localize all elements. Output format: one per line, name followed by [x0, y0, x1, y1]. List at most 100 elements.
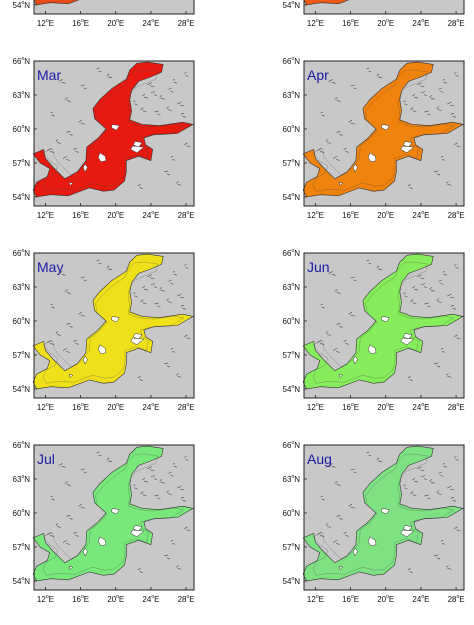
coast-detail: [55, 331, 62, 336]
coast-detail: [170, 347, 176, 353]
coast-detail: [376, 457, 383, 463]
lat-tick-label: 63oN: [13, 282, 31, 292]
land-area: [34, 0, 194, 14]
island: [97, 344, 107, 355]
lat-tick-label: 63oN: [283, 474, 301, 484]
lon-tick-label: 20oE: [377, 18, 394, 28]
coast-detail: [343, 148, 349, 153]
lon-tick-label: 24oE: [412, 594, 429, 604]
island: [82, 355, 88, 365]
lat-tick-label: 66oN: [283, 248, 301, 258]
coast-detail: [150, 91, 158, 97]
map-canvas: 66oN63oN60oN57oN54oN12oE16oE20oE24oE28oE…: [13, 0, 195, 28]
coast-detail: [407, 184, 413, 189]
coast-detail: [168, 279, 174, 285]
lat-tick-label: 63oN: [283, 282, 301, 292]
coast-detail: [80, 468, 87, 474]
lon-tick-label: 24oE: [142, 18, 159, 28]
coast-detail: [447, 293, 455, 299]
map-frame: [33, 0, 195, 15]
lon-tick-label: 28oE: [178, 18, 195, 28]
coast-detail: [447, 101, 455, 107]
coast-detail: [440, 347, 446, 353]
lon-tick-label: 20oE: [377, 210, 394, 220]
coast-detail: [424, 110, 431, 116]
lon-tick-label: 28oE: [448, 594, 465, 604]
coast-detail: [328, 79, 336, 84]
coast-detail: [454, 334, 461, 340]
coast-detail: [172, 462, 178, 468]
coast-detail: [417, 466, 425, 472]
lon-tick-label: 20oE: [107, 18, 124, 28]
map-panel-jun: 66oN 63oN 60oN 57oN 54oN 12oE 16oE 20oE 24oE 28oE…: [270, 248, 465, 412]
map-panel-jan: 66oN63oN60oN57oN54oN12oE16oE20oE24oE28oE…: [0, 0, 195, 28]
coast-detail: [325, 331, 332, 336]
lat-tick-label: 57oN: [13, 542, 31, 552]
coast-detail: [73, 340, 79, 345]
lat-tick-label: 54oN: [13, 384, 31, 394]
coast-detail: [137, 184, 143, 189]
lon-tick-label: 28oE: [178, 210, 195, 220]
lon-tick-label: 28oE: [448, 18, 465, 28]
coast-detail: [80, 84, 87, 90]
lat-tick-label: 54oN: [283, 0, 301, 10]
coast-detail: [328, 463, 336, 468]
coast-detail: [133, 292, 138, 298]
coast-detail: [58, 271, 66, 276]
map-canvas: 66oN63oN60oN57oN54oN12oE16oE20oE24oE28oE…: [283, 0, 465, 28]
island: [381, 316, 390, 323]
coast-detail: [417, 82, 425, 88]
coast-detail: [106, 265, 113, 271]
map-panel-jul: 66oN 63oN 60oN 57oN 54oN 12oE 16oE 20oE 24oE 28oE…: [0, 440, 195, 604]
coast-detail: [320, 111, 325, 117]
island: [130, 145, 145, 154]
lon-tick-label: 12oE: [307, 594, 324, 604]
island: [130, 337, 145, 346]
map-panel-feb: 66oN63oN60oN57oN54oN12oE16oE20oE24oE28oE…: [270, 0, 465, 28]
coast-detail: [164, 170, 171, 176]
contour-line: [42, 69, 185, 192]
coast-detail: [334, 97, 341, 102]
coast-detail: [50, 111, 55, 117]
coast-detail: [137, 376, 143, 381]
contour-line: [312, 69, 455, 192]
lon-tick-label: 16oE: [342, 210, 359, 220]
lon-tick-label: 12oE: [37, 594, 54, 604]
lon-tick-label: 12oE: [37, 18, 54, 28]
coast-detail: [336, 323, 343, 328]
coast-detail: [62, 156, 71, 161]
lat-tick-label: 63oN: [283, 90, 301, 100]
lon-tick-label: 16oE: [342, 402, 359, 412]
lon-tick-label: 24oE: [142, 594, 159, 604]
coast-detail: [366, 451, 372, 457]
month-label: Jul: [37, 451, 55, 467]
lon-tick-label: 28oE: [448, 402, 465, 412]
island: [111, 316, 120, 323]
coast-detail: [446, 373, 452, 378]
coast-detail: [159, 287, 165, 292]
coast-detail: [407, 376, 413, 381]
map-frame: [303, 0, 465, 15]
island: [400, 337, 415, 346]
coast-detail: [47, 148, 55, 153]
lat-tick-label: 57oN: [13, 158, 31, 168]
coast-detail: [73, 148, 79, 153]
island: [338, 181, 344, 187]
coast-detail: [147, 82, 155, 88]
coast-detail: [58, 463, 66, 468]
coast-detail: [420, 91, 428, 97]
lon-tick-label: 24oE: [412, 402, 429, 412]
map-frame: [303, 60, 465, 207]
coast-detail: [442, 270, 448, 276]
coast-detail: [166, 298, 172, 303]
month-label: Mar: [37, 67, 61, 83]
lat-tick-label: 54oN: [13, 0, 31, 10]
map-frame: [33, 252, 195, 399]
coast-detail: [325, 139, 332, 144]
coast-detail: [140, 107, 147, 113]
contour-line: [42, 261, 185, 384]
coast-detail: [450, 112, 456, 118]
coast-detail: [366, 259, 372, 265]
